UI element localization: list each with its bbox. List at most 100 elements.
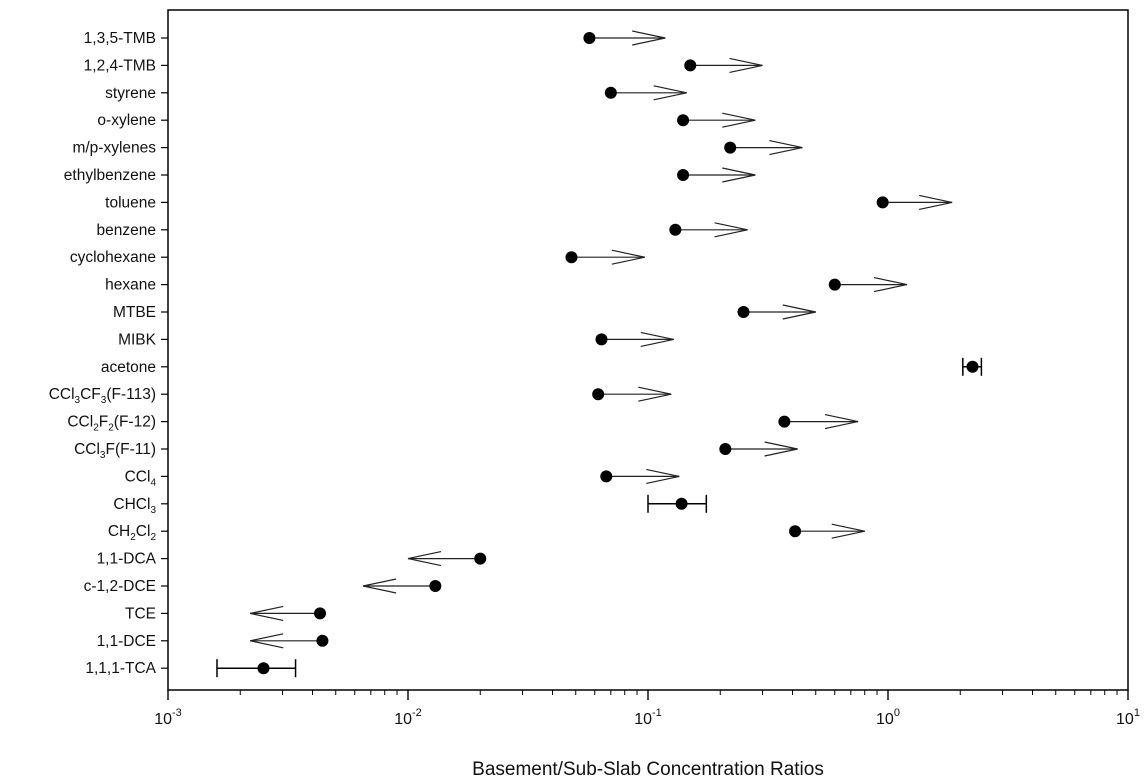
x-tick-label: 101 [1116, 707, 1140, 728]
data-row [677, 112, 756, 128]
data-row [778, 414, 859, 430]
data-row [719, 441, 798, 457]
y-tick-label: 1,2,4-TMB [84, 57, 156, 74]
data-row [724, 140, 803, 156]
data-point [429, 580, 442, 592]
data-point [778, 415, 791, 428]
data-point [719, 443, 732, 455]
arrow-head [782, 304, 816, 320]
data-row [828, 277, 908, 293]
data-point [592, 388, 605, 401]
y-tick-label: hexane [105, 277, 156, 294]
data-point [600, 470, 613, 483]
y-tick-label: MTBE [113, 304, 156, 321]
arrow-head [632, 30, 666, 46]
data-row [583, 30, 666, 46]
data-point [604, 86, 617, 99]
y-tick-label: 1,1-DCA [97, 551, 157, 568]
arrow-head [873, 277, 908, 293]
y-tick-label: cyclohexane [70, 249, 156, 266]
y-tick-label: styrene [105, 85, 156, 102]
data-row [600, 468, 680, 484]
data-row [876, 194, 953, 210]
data-row [592, 386, 672, 402]
y-tick-label: MIBK [118, 331, 157, 348]
y-tick-label: 1,3,5-TMB [84, 30, 156, 47]
arrow-head [638, 386, 672, 402]
arrow-head [722, 167, 756, 183]
arrow-head [764, 441, 798, 457]
arrow-head [250, 605, 284, 621]
x-axis-ticks: 10-3 10-2 10-1 100 101 [154, 690, 1140, 728]
arrow-head [729, 57, 763, 73]
arrow-head [646, 468, 680, 484]
data-row [962, 357, 983, 376]
data-point [684, 59, 697, 72]
arrow-head [722, 112, 756, 128]
y-tick-label: CCl4 [125, 468, 157, 488]
arrow-head [250, 633, 284, 649]
data-point [724, 141, 737, 154]
arrow-head [407, 551, 442, 567]
x-tick-label: 100 [876, 707, 900, 728]
arrow-head [653, 85, 687, 101]
data-point [789, 525, 802, 538]
data-point [583, 32, 596, 44]
y-axis-labels: 1,3,5-TMB 1,2,4-TMB styrene o-xylene m/p-xyl… [49, 30, 168, 677]
y-tick-label: CCl3CF3(F-113) [49, 386, 156, 406]
arrow-head [918, 194, 953, 210]
x-tick-label: 10-1 [634, 707, 662, 728]
data-row [669, 222, 748, 238]
data-point [565, 251, 578, 264]
data-point [316, 634, 329, 647]
y-tick-label: 1,1-DCE [97, 633, 156, 650]
data-point [876, 196, 889, 209]
y-tick-label: c-1,2-DCE [84, 578, 156, 595]
y-tick-label: o-xylene [97, 112, 156, 129]
y-tick-label: acetone [101, 359, 156, 376]
data-point [677, 114, 690, 127]
y-tick-label: CHCl3 [113, 496, 156, 516]
data-row [684, 57, 763, 73]
data-row [362, 578, 442, 594]
data-row [595, 331, 674, 347]
data-point [474, 552, 487, 565]
y-tick-label: CH2Cl2 [108, 523, 157, 543]
y-tick-label: CCl3F(F-11) [74, 441, 156, 461]
arrow-head [824, 414, 859, 430]
chart-marks [216, 30, 983, 678]
data-row [604, 85, 687, 101]
data-point [314, 607, 327, 620]
data-row [407, 551, 487, 567]
data-point [828, 278, 841, 291]
arrow-head [714, 222, 748, 238]
arrow-head [769, 140, 803, 156]
y-tick-label: 1,1,1-TCA [85, 660, 156, 677]
y-tick-label: TCE [125, 605, 156, 622]
data-point [675, 497, 688, 510]
x-tick-label: 10-2 [394, 707, 422, 728]
y-tick-label: benzene [97, 222, 156, 239]
arrow-head [640, 331, 674, 347]
x-axis-label: Basement/Sub-Slab Concentration Ratios [472, 759, 824, 780]
data-point [677, 169, 690, 181]
data-row [789, 523, 865, 539]
y-tick-label: CCl2F2(F-12) [67, 414, 156, 434]
y-tick-label: ethylbenzene [64, 167, 156, 184]
data-row [677, 167, 756, 183]
arrow-head [362, 578, 397, 594]
data-row [250, 633, 329, 649]
arrow-head [831, 523, 865, 539]
data-point [737, 306, 750, 318]
x-tick-label: 10-3 [154, 707, 182, 728]
data-point [257, 662, 270, 675]
y-tick-label: toluene [105, 194, 156, 211]
data-point [669, 223, 682, 236]
data-row [250, 605, 327, 621]
data-row [216, 659, 297, 678]
data-row [737, 304, 816, 320]
plot-frame [167, 9, 1129, 691]
y-tick-label: m/p-xylenes [72, 140, 156, 157]
data-point [595, 333, 608, 346]
